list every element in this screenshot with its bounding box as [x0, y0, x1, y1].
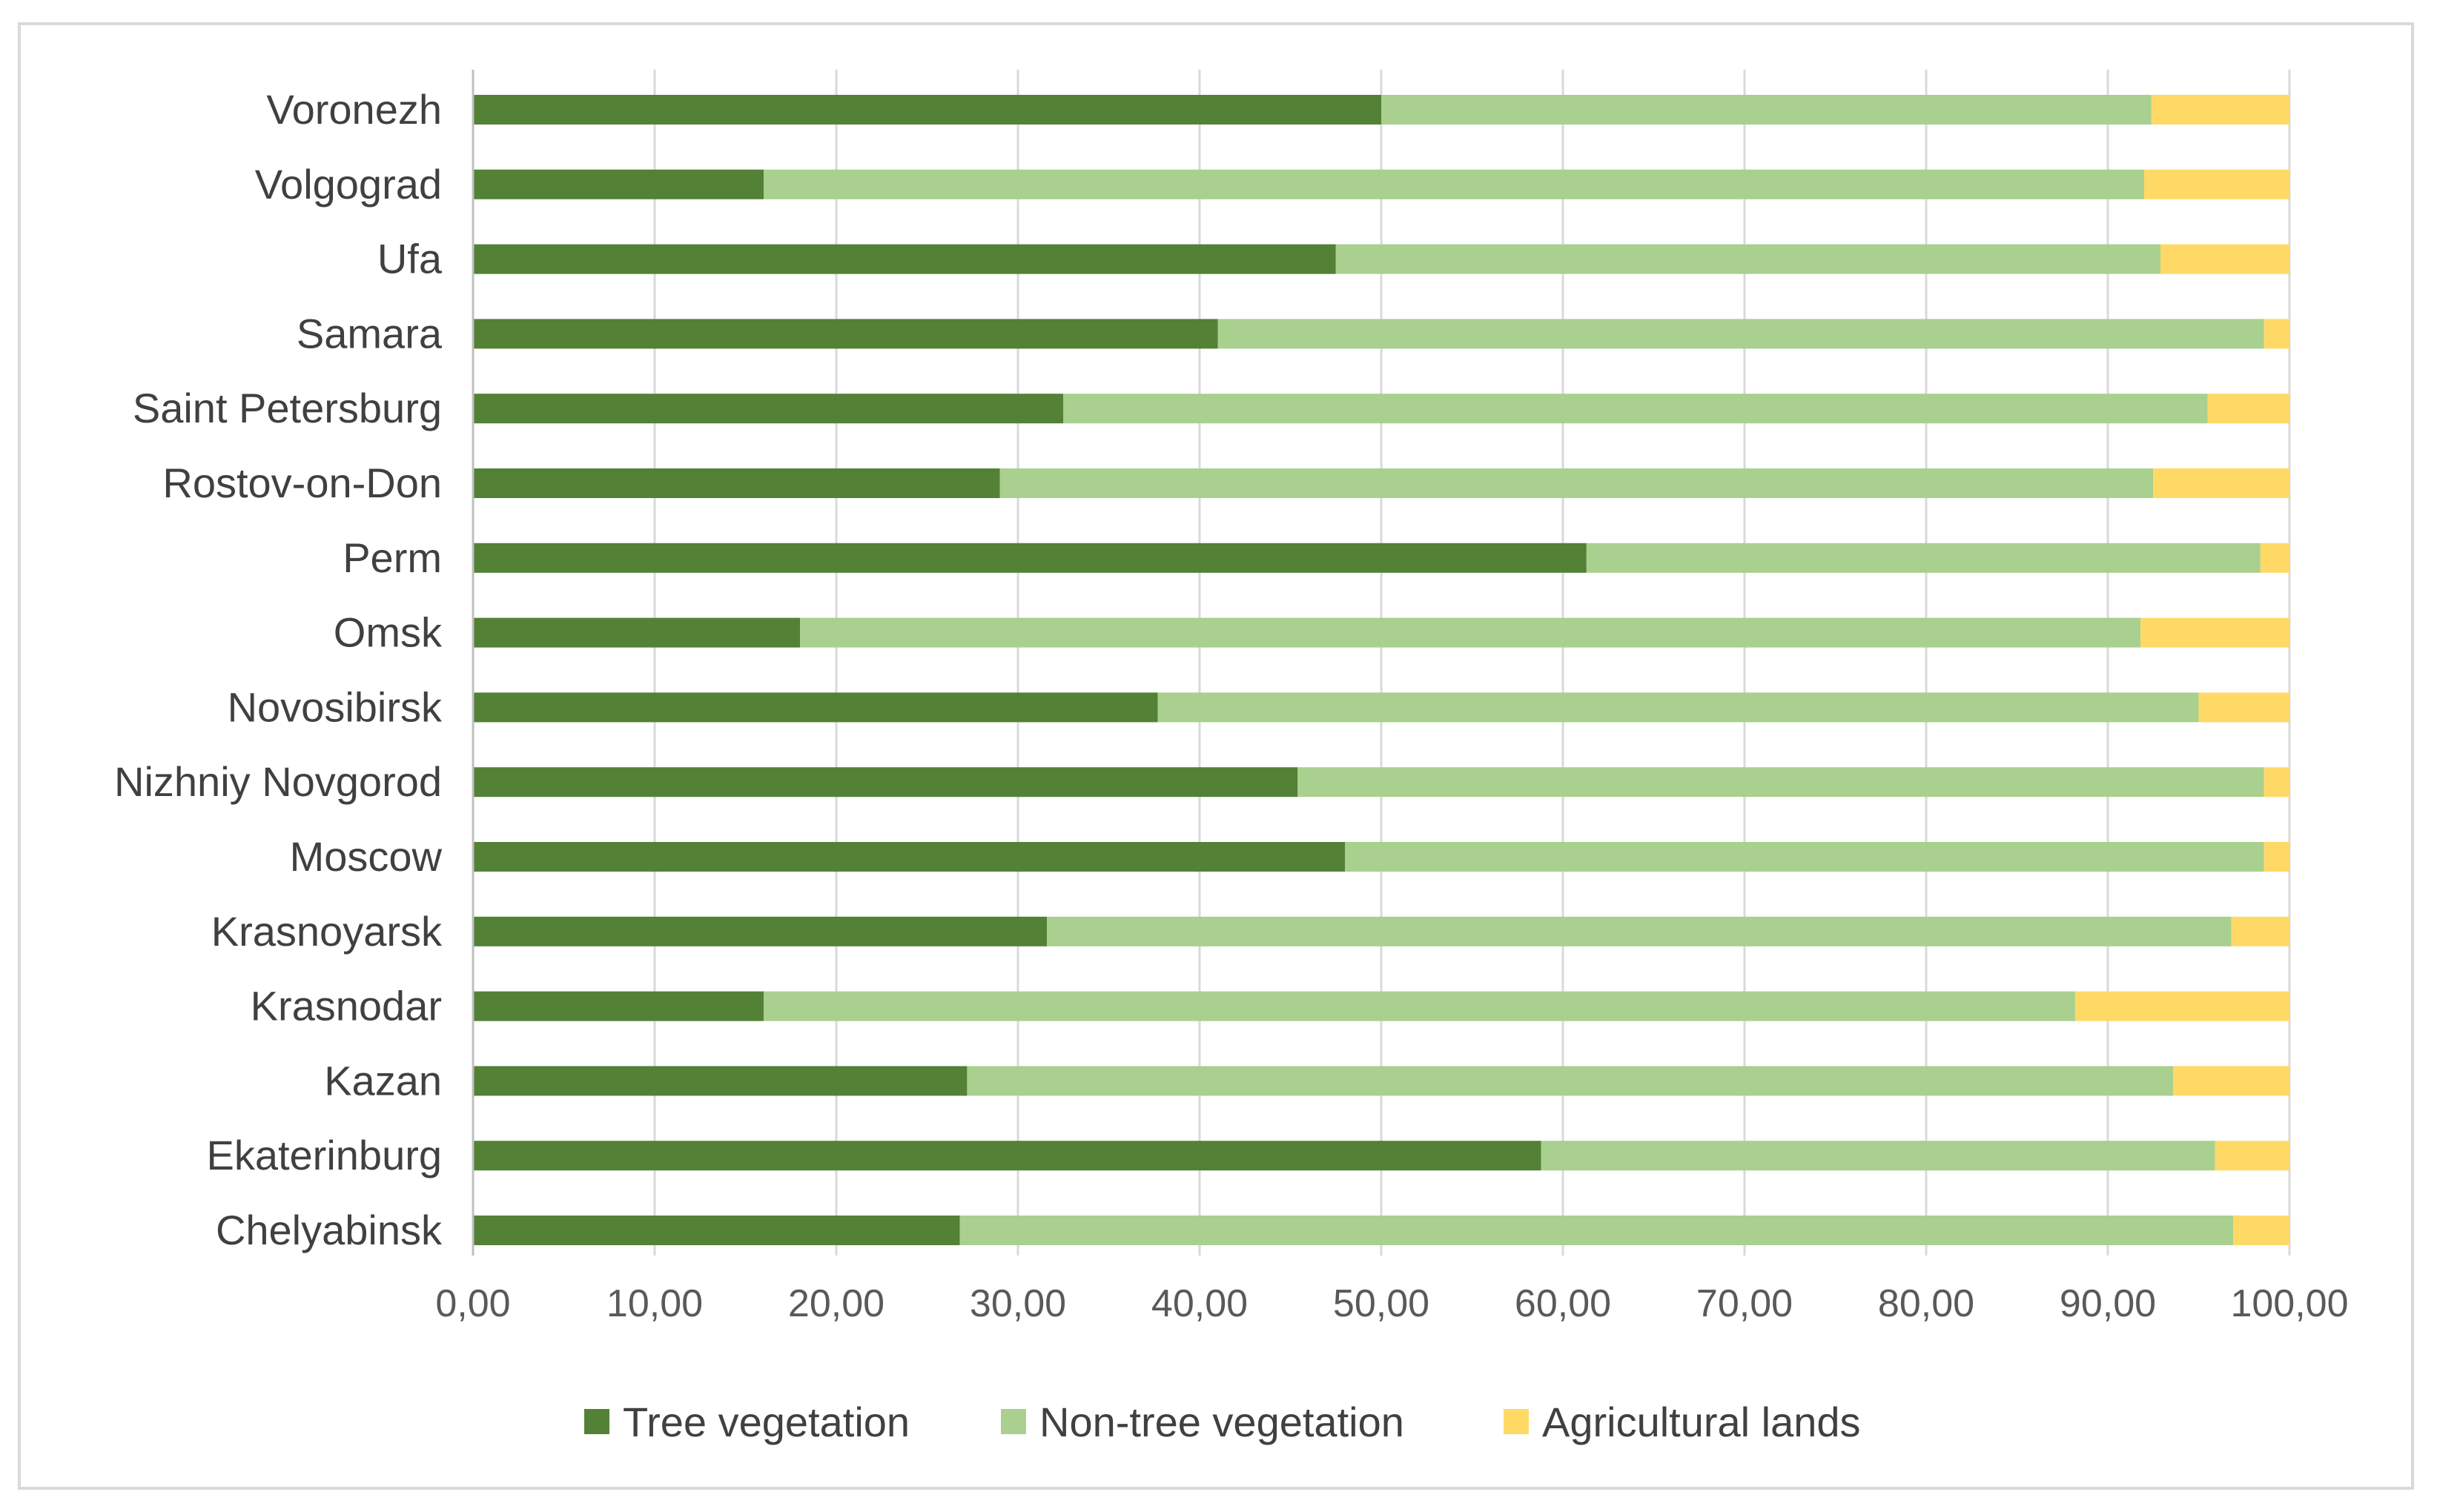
bar-tree-vegetation: [473, 319, 1218, 349]
category-label: Saint Petersburg: [133, 385, 442, 431]
category-label: Kazan: [324, 1057, 442, 1104]
category-label: Ufa: [377, 236, 443, 282]
bar-tree-vegetation: [473, 767, 1298, 798]
bar-tree-vegetation: [473, 842, 1345, 872]
bar-agricultural-lands: [2173, 1066, 2289, 1096]
bar-tree-vegetation: [473, 692, 1158, 723]
bar-agricultural-lands: [2264, 842, 2289, 872]
x-tick-label: 20,00: [788, 1282, 884, 1325]
bar-tree-vegetation: [473, 991, 764, 1021]
stacked-bar-chart: Voronezh Volgograd Ufa Samara Saint Petersbu…: [114, 70, 2349, 1445]
category-label: Ekaterinburg: [206, 1132, 442, 1178]
bar-agricultural-lands: [2160, 244, 2289, 274]
x-tick-label: 0,00: [435, 1282, 510, 1325]
bar-agricultural-lands: [2074, 991, 2289, 1021]
x-tick-label: 70,00: [1696, 1282, 1793, 1325]
legend-swatch-non-tree-vegetation: [1001, 1409, 1026, 1434]
bar-agricultural-lands: [2215, 1141, 2289, 1171]
bar-non-tree-vegetation: [999, 468, 2154, 498]
bar-tree-vegetation: [473, 95, 1381, 125]
bar-non-tree-vegetation: [800, 617, 2141, 648]
bars: [473, 95, 2289, 1245]
bar-agricultural-lands: [2233, 1216, 2289, 1245]
legend-label: Agricultural lands: [1542, 1399, 1861, 1445]
category-label: Perm: [343, 534, 442, 581]
bar-tree-vegetation: [473, 244, 1336, 274]
bar-tree-vegetation: [473, 617, 800, 648]
x-tick-label: 80,00: [1878, 1282, 1974, 1325]
bar-non-tree-vegetation: [1217, 319, 2264, 349]
bar-non-tree-vegetation: [1063, 394, 2208, 424]
category-axis: Voronezh Volgograd Ufa Samara Saint Petersbu…: [114, 86, 443, 1253]
x-tick-label: 100,00: [2230, 1282, 2348, 1325]
bar-tree-vegetation: [473, 916, 1048, 946]
x-tick-label: 90,00: [2060, 1282, 2156, 1325]
bar-agricultural-lands: [2140, 617, 2289, 648]
bar-tree-vegetation: [473, 169, 764, 199]
bar-agricultural-lands: [2231, 916, 2289, 946]
x-tick-label: 50,00: [1333, 1282, 1429, 1325]
bar-non-tree-vegetation: [1586, 543, 2261, 573]
bar-tree-vegetation: [473, 543, 1587, 573]
bar-agricultural-lands: [2151, 95, 2289, 125]
category-label: Samara: [297, 310, 443, 357]
legend-swatch-tree-vegetation: [584, 1409, 609, 1434]
bar-agricultural-lands: [2264, 319, 2289, 349]
bar-non-tree-vegetation: [1381, 95, 2152, 125]
category-label: Voronezh: [266, 86, 442, 133]
category-label: Chelyabinsk: [216, 1207, 443, 1253]
bar-non-tree-vegetation: [1157, 692, 2199, 723]
bar-agricultural-lands: [2198, 692, 2289, 723]
bar-agricultural-lands: [2207, 394, 2289, 424]
bar-tree-vegetation: [473, 1066, 968, 1096]
bar-non-tree-vegetation: [959, 1216, 2234, 1245]
legend-label: Non-tree vegetation: [1039, 1399, 1404, 1445]
bar-non-tree-vegetation: [1297, 767, 2264, 798]
bar-non-tree-vegetation: [1047, 916, 2232, 946]
bar-non-tree-vegetation: [1541, 1141, 2215, 1171]
bar-tree-vegetation: [473, 1141, 1541, 1171]
chart-area: Voronezh Volgograd Ufa Samara Saint Petersbu…: [18, 22, 2414, 1490]
category-label: Novosibirsk: [228, 683, 443, 730]
x-tick-label: 60,00: [1515, 1282, 1611, 1325]
bar-non-tree-vegetation: [1345, 842, 2264, 872]
category-label: Moscow: [290, 833, 443, 880]
bar-non-tree-vegetation: [967, 1066, 2174, 1096]
bar-non-tree-vegetation: [764, 991, 2075, 1021]
x-tick-label: 40,00: [1151, 1282, 1248, 1325]
category-label: Krasnodar: [251, 983, 442, 1029]
category-label: Krasnoyarsk: [211, 908, 443, 955]
bar-agricultural-lands: [2153, 468, 2289, 498]
bar-tree-vegetation: [473, 394, 1064, 424]
category-label: Rostov-on-Don: [162, 460, 442, 506]
legend-label: Tree vegetation: [623, 1399, 910, 1445]
bar-agricultural-lands: [2264, 767, 2289, 798]
category-label: Nizhniy Novgorod: [114, 758, 442, 805]
bar-tree-vegetation: [473, 468, 1000, 498]
legend: Tree vegetation Non-tree vegetation Agricu…: [584, 1399, 1861, 1445]
value-axis: 0,00 10,00 20,00 30,00 40,00 50,00 60,00 70,00 8…: [435, 70, 2349, 1325]
bar-tree-vegetation: [473, 1216, 960, 1245]
bar-non-tree-vegetation: [764, 169, 2144, 199]
category-label: Omsk: [334, 609, 443, 656]
legend-swatch-agricultural-lands: [1504, 1409, 1529, 1434]
x-tick-label: 10,00: [606, 1282, 703, 1325]
bar-agricultural-lands: [2144, 169, 2289, 199]
category-label: Volgograd: [255, 161, 442, 208]
bar-agricultural-lands: [2260, 543, 2289, 573]
x-tick-label: 30,00: [970, 1282, 1066, 1325]
bar-non-tree-vegetation: [1335, 244, 2161, 274]
